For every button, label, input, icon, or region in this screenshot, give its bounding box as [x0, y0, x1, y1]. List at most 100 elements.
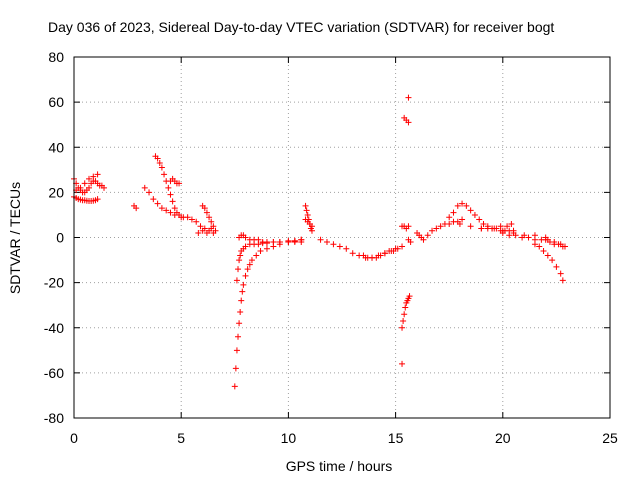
- data-point: [203, 229, 210, 236]
- data-point: [161, 171, 168, 178]
- series-arc-q: [399, 223, 412, 232]
- data-point: [156, 160, 163, 167]
- series-arc-r: [401, 114, 412, 126]
- data-point: [399, 324, 406, 331]
- data-point: [193, 218, 200, 225]
- series-arc-h: [195, 225, 219, 236]
- data-point: [178, 214, 185, 221]
- data-point: [235, 266, 242, 273]
- data-point: [242, 234, 249, 241]
- series-arc-s: [405, 94, 412, 101]
- data-point: [248, 257, 255, 264]
- data-point: [184, 214, 191, 221]
- data-point: [199, 227, 206, 234]
- data-point: [450, 209, 457, 216]
- data-point: [401, 311, 408, 318]
- data-point: [158, 205, 165, 212]
- data-point: [163, 207, 170, 214]
- data-point: [317, 236, 324, 243]
- data-point: [467, 223, 474, 230]
- data-point: [381, 250, 388, 257]
- grid: [74, 57, 610, 418]
- data-point: [285, 239, 292, 246]
- data-point: [557, 270, 564, 277]
- data-point: [446, 214, 453, 221]
- data-point: [86, 175, 93, 182]
- data-point: [542, 236, 549, 243]
- series-arc-j: [231, 239, 305, 390]
- data-point: [456, 220, 463, 227]
- data-point: [206, 214, 213, 221]
- data-point: [536, 243, 543, 250]
- series-arc-t: [399, 293, 413, 331]
- data-point: [373, 254, 380, 261]
- data-point: [236, 257, 243, 264]
- series-arc-f: [152, 153, 185, 221]
- data-point: [212, 227, 219, 234]
- data-point: [244, 266, 251, 273]
- data-point: [77, 184, 84, 191]
- data-point: [405, 223, 412, 230]
- data-point: [263, 245, 270, 252]
- data-point: [304, 211, 311, 218]
- data-point: [90, 173, 97, 180]
- data-point: [433, 225, 440, 232]
- data-point: [559, 277, 566, 284]
- data-point: [81, 180, 88, 187]
- data-point: [276, 239, 283, 246]
- series-arc-u: [399, 360, 406, 367]
- data-point: [141, 184, 148, 191]
- data-point: [402, 304, 409, 311]
- series-arc-aa: [478, 220, 515, 232]
- data-point: [405, 94, 412, 101]
- axis-ticks: -80 -60 -40 -20 0 20 40 60 80 0 5 10 15 20 25: [44, 49, 618, 446]
- y-tick-label: -80: [44, 410, 64, 426]
- data-point: [540, 248, 547, 255]
- data-point: [549, 257, 556, 264]
- data-point: [506, 232, 513, 239]
- data-points: [71, 94, 568, 390]
- data-point: [399, 243, 406, 250]
- data-point: [232, 365, 239, 372]
- data-point: [167, 191, 174, 198]
- data-point: [504, 223, 511, 230]
- data-point: [203, 209, 210, 216]
- data-point: [349, 250, 356, 257]
- data-point: [360, 252, 367, 259]
- data-point: [302, 202, 309, 209]
- data-point: [236, 320, 243, 327]
- data-point: [555, 241, 562, 248]
- series-arc-l: [236, 232, 305, 246]
- data-point: [242, 272, 249, 279]
- data-point: [210, 223, 217, 230]
- data-point: [233, 347, 240, 354]
- data-point: [255, 236, 262, 243]
- data-point: [201, 205, 208, 212]
- series-arc-p: [360, 245, 401, 261]
- series-arc-ad: [542, 236, 566, 250]
- y-tick-label: -60: [44, 365, 64, 381]
- data-point: [454, 202, 461, 209]
- data-point: [459, 200, 466, 207]
- data-point: [476, 216, 483, 223]
- series-arc-o: [317, 236, 406, 261]
- data-point: [237, 252, 244, 259]
- data-point: [478, 225, 485, 232]
- data-point: [235, 333, 242, 340]
- data-point: [544, 252, 551, 259]
- data-point: [158, 164, 165, 171]
- data-point: [86, 184, 93, 191]
- data-point: [553, 263, 560, 270]
- data-point: [508, 220, 515, 227]
- data-point: [459, 216, 466, 223]
- data-point: [188, 216, 195, 223]
- data-point: [233, 277, 240, 284]
- series-arc-m: [302, 202, 315, 234]
- data-point: [240, 281, 247, 288]
- data-point: [133, 205, 140, 212]
- data-point: [377, 252, 384, 259]
- data-point: [165, 184, 172, 191]
- data-point: [400, 317, 407, 324]
- series-arc-k: [233, 236, 305, 284]
- data-point: [195, 229, 202, 236]
